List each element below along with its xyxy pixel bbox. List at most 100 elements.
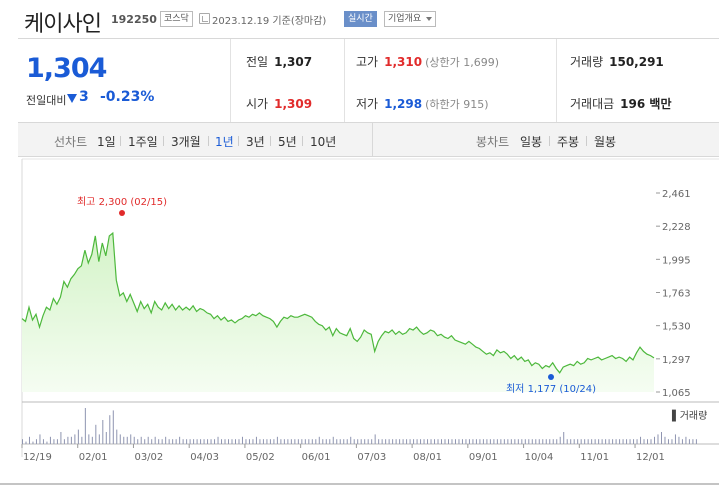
volume-bar	[622, 439, 624, 444]
company-overview-button[interactable]: 기업개요	[384, 11, 437, 27]
calendar-icon	[199, 13, 210, 24]
tab-1y[interactable]: 1년	[215, 135, 234, 149]
volume-bar	[486, 439, 488, 444]
volume-bar	[74, 434, 76, 444]
volume-bar	[200, 439, 202, 444]
volume-bar	[472, 439, 474, 444]
volume-bar	[413, 439, 415, 444]
volume-bar	[500, 439, 502, 444]
tab-weekly[interactable]: 주봉	[557, 135, 580, 149]
volume-bar	[360, 439, 362, 444]
change-rate: -0.23%	[100, 89, 155, 105]
high-marker	[119, 210, 125, 216]
volume-bar	[563, 432, 565, 444]
x-tick-label: 12/01	[636, 452, 665, 463]
market-badge: 코스닥	[160, 11, 193, 27]
tab-5y[interactable]: 5년	[278, 135, 297, 149]
volume-bar	[311, 439, 313, 444]
volume-bar	[468, 439, 470, 444]
volume-bar	[203, 439, 205, 444]
high-annotation: 최고 2,300 (02/15)	[77, 196, 167, 208]
volume-bar	[524, 439, 526, 444]
volume-bar	[151, 439, 153, 444]
volume-bar	[39, 434, 41, 444]
volume-bar	[329, 439, 331, 444]
volume-bar	[186, 439, 188, 444]
volume-bar	[339, 439, 341, 444]
base-date: 2023.12.19 기준(장마감)	[212, 16, 327, 27]
y-tick-label: 2,228	[662, 222, 691, 233]
volume-bar	[678, 436, 680, 444]
volume-bar	[179, 436, 181, 444]
volume-bar	[60, 432, 62, 444]
volume-bar	[175, 439, 177, 444]
volume-bar	[112, 410, 114, 444]
volume-bar	[353, 439, 355, 444]
volume-bar	[238, 439, 240, 444]
volume-bar	[273, 439, 275, 444]
tab-1w[interactable]: 1주일	[128, 135, 158, 149]
volume-bar	[434, 439, 436, 444]
tab-monthly[interactable]: 월봉	[594, 135, 617, 149]
volume-bar	[482, 439, 484, 444]
volume-bar	[280, 439, 282, 444]
volume-bar	[503, 439, 505, 444]
volume-bar	[116, 429, 118, 444]
volume-bar	[119, 434, 121, 444]
volume-bar	[650, 439, 652, 444]
volume-bar	[283, 439, 285, 444]
volume-bar	[259, 439, 261, 444]
volume-bar	[28, 436, 30, 444]
volume-bar	[322, 439, 324, 444]
volume-bar	[671, 439, 673, 444]
volume-bar	[81, 436, 83, 444]
volume-bar	[692, 439, 694, 444]
volume-bar	[454, 439, 456, 444]
price-area	[22, 233, 654, 392]
volume-bar	[350, 436, 352, 444]
volume-bar	[566, 439, 568, 444]
volume-bar	[385, 439, 387, 444]
tab-separator	[208, 136, 209, 146]
down-triangle-icon	[67, 94, 77, 103]
stat-high-label: 고가	[356, 55, 379, 69]
volume-bar	[269, 439, 271, 444]
x-tick-label: 12/19	[23, 452, 52, 463]
volume-bar	[674, 434, 676, 444]
volume-bar	[577, 439, 579, 444]
realtime-button[interactable]: 실시간	[344, 11, 377, 27]
volume-bar	[660, 432, 662, 444]
volume-bar	[423, 439, 425, 444]
company-overview-label: 기업개요	[388, 14, 422, 24]
change-value: 3	[79, 89, 89, 105]
volume-bar	[266, 439, 268, 444]
price-chart[interactable]: 최고 2,300 (02/15) 최저 1,177 (10/24) 2,461 2,…	[0, 157, 719, 487]
volume-bar	[294, 439, 296, 444]
volume-bar	[241, 436, 243, 444]
volume-bar	[189, 439, 191, 444]
chart-tabs: 선차트 1일 1주일 3개월 1년 3년 5년 10년 봉차트 일봉 주봉 월봉	[18, 123, 719, 157]
tab-3m[interactable]: 3개월	[171, 135, 201, 149]
tab-1d[interactable]: 1일	[97, 135, 116, 149]
stat-low-label: 저가	[356, 97, 379, 111]
tab-3y[interactable]: 3년	[246, 135, 265, 149]
volume-bar	[276, 436, 278, 444]
volume-bar	[626, 439, 628, 444]
line-chart-label: 선차트	[54, 135, 88, 149]
volume-bar	[640, 436, 642, 444]
volume-bar	[88, 434, 90, 444]
volume-bar	[521, 439, 523, 444]
volume-bar	[493, 439, 495, 444]
volume-bar	[234, 439, 236, 444]
volume-bar	[409, 439, 411, 444]
tab-daily[interactable]: 일봉	[520, 135, 543, 149]
stock-name: 케이사인	[24, 12, 102, 37]
volume-bar	[451, 439, 453, 444]
stat-high-value: 1,310	[384, 55, 423, 69]
volume-bar	[49, 436, 51, 444]
volume-bar	[102, 420, 104, 444]
x-tick-label: 08/01	[413, 452, 442, 463]
tab-10y[interactable]: 10년	[310, 135, 337, 149]
x-tick-label: 04/03	[190, 452, 219, 463]
stat-amount: 거래대금 196 백만	[570, 95, 671, 112]
